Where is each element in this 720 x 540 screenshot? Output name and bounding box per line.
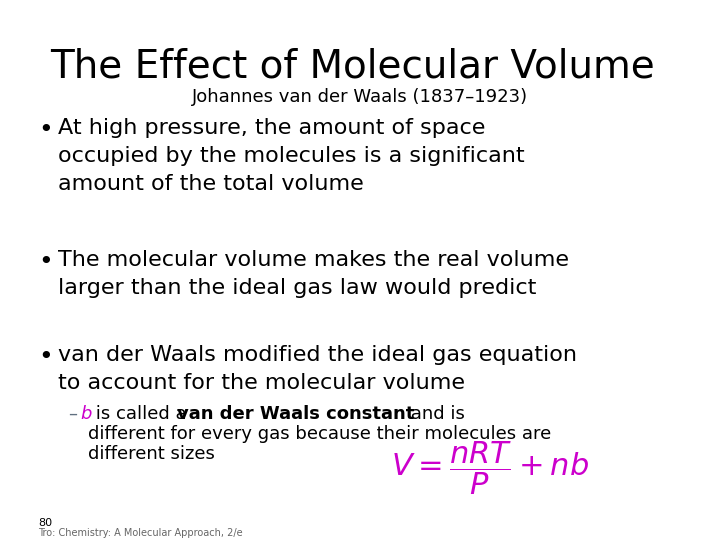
Text: is called a: is called a [90,405,192,423]
Text: At high pressure, the amount of space
occupied by the molecules is a significant: At high pressure, the amount of space oc… [58,118,525,194]
Text: different for every gas because their molecules are: different for every gas because their mo… [88,425,552,443]
Text: •: • [38,118,53,142]
Text: van der Waals modified the ideal gas equation
to account for the molecular volum: van der Waals modified the ideal gas equ… [58,345,577,393]
Text: –: – [68,405,77,423]
Text: The molecular volume makes the real volume
larger than the ideal gas law would p: The molecular volume makes the real volu… [58,250,569,298]
Text: 80: 80 [38,518,52,528]
Text: van der Waals constant: van der Waals constant [177,405,415,423]
Text: different sizes: different sizes [88,445,215,463]
Text: The Effect of Molecular Volume: The Effect of Molecular Volume [50,48,654,86]
Text: $V = \dfrac{nRT}{P} + nb$: $V = \dfrac{nRT}{P} + nb$ [391,439,589,497]
Text: Tro: Chemistry: A Molecular Approach, 2/e: Tro: Chemistry: A Molecular Approach, 2/… [38,528,243,538]
Text: Johannes van der Waals (1837–1923): Johannes van der Waals (1837–1923) [192,88,528,106]
Text: b: b [80,405,91,423]
Text: •: • [38,250,53,274]
Text: •: • [38,345,53,369]
Text: and is: and is [405,405,465,423]
